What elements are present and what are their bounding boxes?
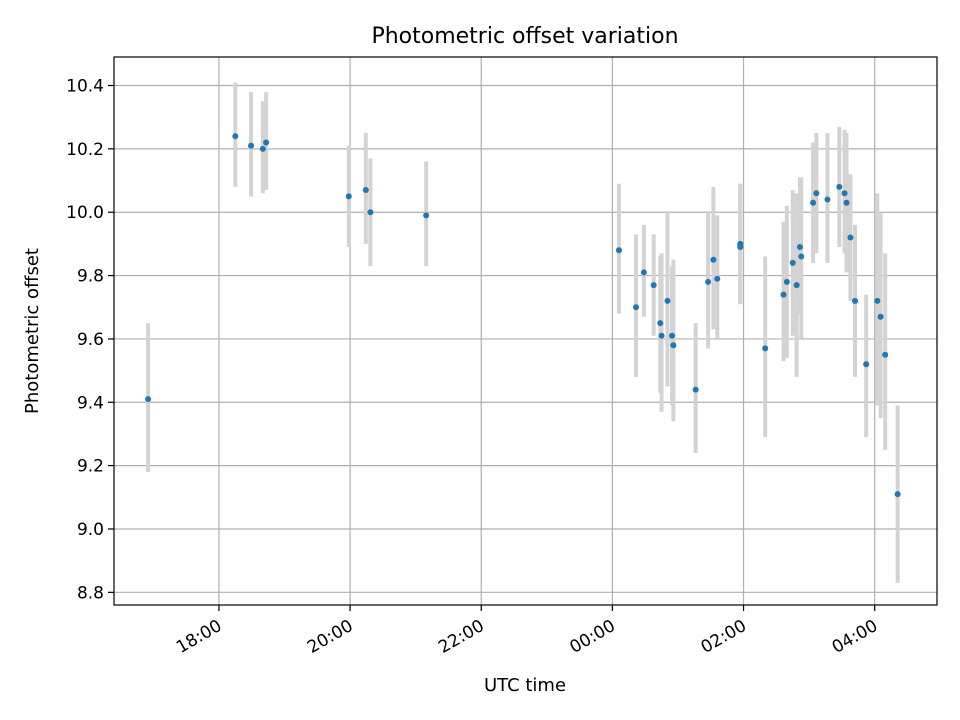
data-point xyxy=(658,332,665,339)
data-point xyxy=(263,139,270,146)
data-point xyxy=(670,342,677,349)
data-point xyxy=(259,145,266,152)
data-point xyxy=(863,361,870,368)
data-point xyxy=(248,142,255,149)
data-point xyxy=(657,320,664,327)
data-point xyxy=(367,209,374,216)
data-point xyxy=(852,297,859,304)
data-point xyxy=(232,133,239,140)
data-point xyxy=(145,396,152,403)
data-point xyxy=(894,491,901,498)
y-axis-label: Photometric offset xyxy=(22,248,43,414)
data-point xyxy=(692,386,699,393)
plot-frame xyxy=(113,56,938,606)
data-point xyxy=(615,247,622,254)
data-point xyxy=(798,253,805,260)
data-point xyxy=(632,304,639,311)
data-point xyxy=(843,199,850,206)
data-point xyxy=(762,345,769,352)
data-point xyxy=(345,193,352,200)
data-point xyxy=(813,190,820,197)
y-tick-label: 10.0 xyxy=(66,203,104,223)
y-tick-label: 9.2 xyxy=(77,457,104,477)
y-tick-label: 9.4 xyxy=(77,393,104,413)
y-tick-label: 10.4 xyxy=(66,77,104,97)
data-point xyxy=(789,259,796,266)
data-point xyxy=(793,282,800,289)
x-axis-label: UTC time xyxy=(484,675,566,696)
data-point xyxy=(780,291,787,298)
data-point xyxy=(783,278,790,285)
data-point xyxy=(841,190,848,197)
data-point xyxy=(362,187,369,194)
y-tick-label: 9.0 xyxy=(77,520,104,540)
data-point xyxy=(836,183,843,190)
data-point xyxy=(705,278,712,285)
data-point xyxy=(737,244,744,251)
data-points xyxy=(145,133,901,498)
data-point xyxy=(882,351,889,358)
data-point xyxy=(669,332,676,339)
y-tick-label: 10.2 xyxy=(66,140,104,160)
y-tick-label: 9.8 xyxy=(77,267,104,287)
chart-title: Photometric offset variation xyxy=(371,24,678,49)
data-point xyxy=(664,297,671,304)
y-tick-label: 8.8 xyxy=(77,583,104,603)
data-point xyxy=(423,212,430,219)
data-point xyxy=(796,244,803,251)
data-point xyxy=(650,282,657,289)
data-point xyxy=(640,269,647,276)
data-point xyxy=(710,256,717,263)
data-point xyxy=(824,196,831,203)
data-point xyxy=(874,297,881,304)
y-tick-label: 9.6 xyxy=(77,330,104,350)
data-point xyxy=(810,199,817,206)
data-point xyxy=(877,313,884,320)
data-point xyxy=(714,275,721,282)
data-point xyxy=(847,234,854,241)
